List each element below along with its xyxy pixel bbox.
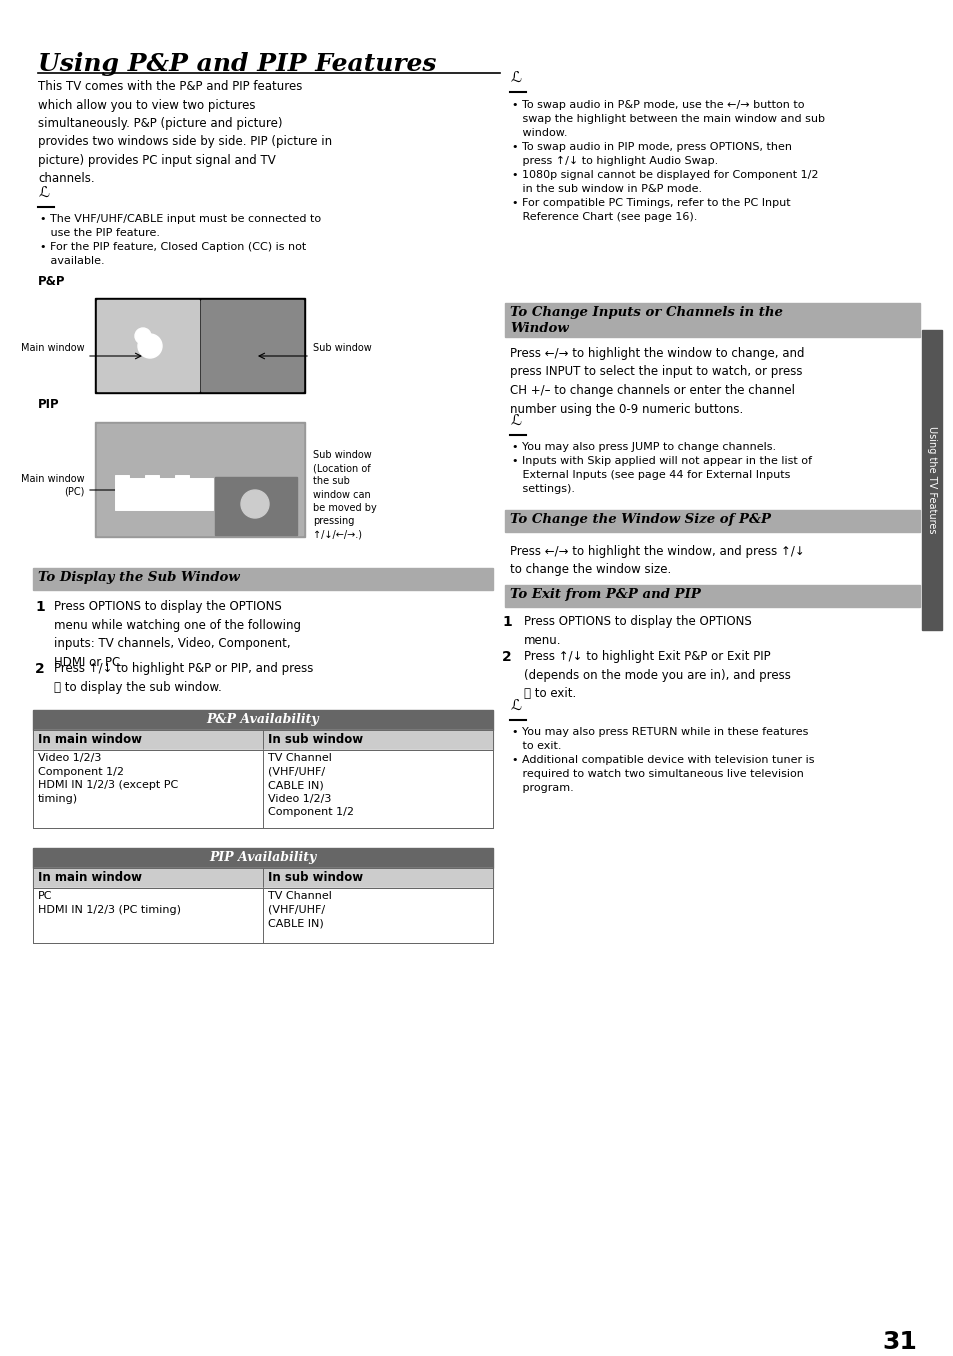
Bar <box>921 330 941 631</box>
Text: To Exit from P&P and PIP: To Exit from P&P and PIP <box>510 589 700 601</box>
Text: 31: 31 <box>882 1330 917 1355</box>
Text: Sub window: Sub window <box>313 343 372 353</box>
Text: ℒ: ℒ <box>510 71 520 85</box>
Text: In main window: In main window <box>38 734 142 746</box>
Text: 2: 2 <box>501 650 511 664</box>
Bar <box>115 475 129 480</box>
Bar <box>33 888 493 942</box>
Text: PC
HDMI IN 1/2/3 (PC timing): PC HDMI IN 1/2/3 (PC timing) <box>38 891 181 914</box>
Bar <box>214 477 296 536</box>
Bar <box>504 584 919 607</box>
Text: ℒ: ℒ <box>38 184 49 199</box>
Text: Using P&P and PIP Features: Using P&P and PIP Features <box>38 52 436 76</box>
Text: Press ↑/↓ to highlight P&P or PIP, and press
ⓔ to display the sub window.: Press ↑/↓ to highlight P&P or PIP, and p… <box>54 662 313 693</box>
Bar <box>33 848 493 942</box>
Bar <box>97 300 199 391</box>
Text: Main window: Main window <box>21 343 85 353</box>
Bar <box>95 422 305 537</box>
Text: 2: 2 <box>35 662 45 677</box>
Text: • To swap audio in P&P mode, use the ←/→ button to
   swap the highlight between: • To swap audio in P&P mode, use the ←/→… <box>512 100 824 222</box>
Text: Press ↑/↓ to highlight Exit P&P or Exit PIP
(depends on the mode you are in), an: Press ↑/↓ to highlight Exit P&P or Exit … <box>523 650 790 700</box>
Text: Press ←/→ to highlight the window to change, and
press INPUT to select the input: Press ←/→ to highlight the window to cha… <box>510 347 803 415</box>
Text: Press ←/→ to highlight the window, and press ↑/↓
to change the window size.: Press ←/→ to highlight the window, and p… <box>510 545 804 576</box>
Bar <box>174 475 189 480</box>
Bar <box>33 711 493 829</box>
Bar <box>95 298 305 393</box>
Bar <box>33 711 493 730</box>
Bar <box>33 868 493 888</box>
Circle shape <box>135 328 151 344</box>
Text: PIP Availability: PIP Availability <box>209 852 316 864</box>
Text: PIP: PIP <box>38 399 59 411</box>
Text: Press OPTIONS to display the OPTIONS
menu while watching one of the following
in: Press OPTIONS to display the OPTIONS men… <box>54 599 301 669</box>
Text: ℒ: ℒ <box>510 414 520 428</box>
Bar <box>174 479 213 510</box>
Text: Sub window
(Location of
the sub
window can
be moved by
pressing
↑/↓/←/→.): Sub window (Location of the sub window c… <box>313 450 376 540</box>
Text: ℒ: ℒ <box>510 698 520 713</box>
Text: • You may also press JUMP to change channels.
• Inputs with Skip applied will no: • You may also press JUMP to change chan… <box>512 442 811 494</box>
Bar <box>145 475 159 480</box>
Text: To Change the Window Size of P&P: To Change the Window Size of P&P <box>510 513 770 526</box>
Circle shape <box>138 334 162 358</box>
Text: Video 1/2/3
Component 1/2
HDMI IN 1/2/3 (except PC
timing): Video 1/2/3 Component 1/2 HDMI IN 1/2/3 … <box>38 753 178 804</box>
Text: 1: 1 <box>501 616 511 629</box>
Bar <box>97 424 303 536</box>
Text: • The VHF/UHF/CABLE input must be connected to
   use the PIP feature.
• For the: • The VHF/UHF/CABLE input must be connec… <box>40 214 321 266</box>
Bar <box>201 300 303 391</box>
Text: 1: 1 <box>35 599 45 614</box>
Text: Press OPTIONS to display the OPTIONS
menu.: Press OPTIONS to display the OPTIONS men… <box>523 616 751 647</box>
Text: P&P: P&P <box>38 275 66 287</box>
Text: TV Channel
(VHF/UHF/
CABLE IN): TV Channel (VHF/UHF/ CABLE IN) <box>268 891 332 929</box>
Text: In sub window: In sub window <box>268 734 363 746</box>
Text: In main window: In main window <box>38 871 142 884</box>
Bar <box>33 568 493 590</box>
Bar <box>504 302 919 338</box>
Text: To Display the Sub Window: To Display the Sub Window <box>38 571 239 584</box>
Text: • You may also press RETURN while in these features
   to exit.
• Additional com: • You may also press RETURN while in the… <box>512 727 814 793</box>
Circle shape <box>241 490 269 518</box>
Bar <box>115 479 152 510</box>
Bar <box>145 479 183 510</box>
Text: Main window: Main window <box>21 475 85 484</box>
Text: Using the TV Features: Using the TV Features <box>926 426 936 534</box>
Bar <box>33 888 493 942</box>
Bar <box>33 848 493 868</box>
Bar <box>33 750 493 829</box>
Text: In sub window: In sub window <box>268 871 363 884</box>
Text: TV Channel
(VHF/UHF/
CABLE IN)
Video 1/2/3
Component 1/2: TV Channel (VHF/UHF/ CABLE IN) Video 1/2… <box>268 753 354 818</box>
Bar <box>33 730 493 750</box>
Text: This TV comes with the P&P and PIP features
which allow you to view two pictures: This TV comes with the P&P and PIP featu… <box>38 80 332 186</box>
Text: P&P Availability: P&P Availability <box>207 713 319 725</box>
Text: (PC): (PC) <box>65 485 85 496</box>
Text: To Change Inputs or Channels in the
Window: To Change Inputs or Channels in the Wind… <box>510 306 782 335</box>
Bar <box>504 510 919 532</box>
Bar <box>33 750 493 829</box>
